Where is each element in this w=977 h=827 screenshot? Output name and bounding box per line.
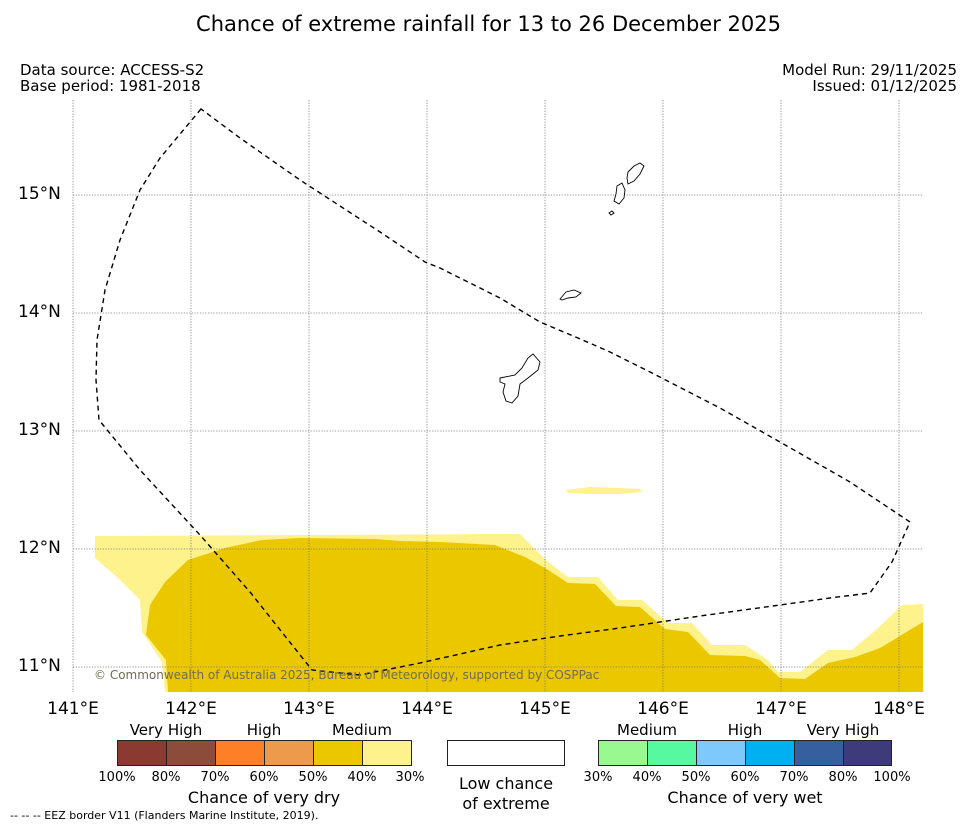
dry-tick-label: 70% bbox=[200, 770, 230, 785]
lon-label-146e: 146°E bbox=[637, 699, 689, 719]
data-source: Data source: ACCESS-S2 bbox=[20, 61, 205, 79]
dry-tick-label: 50% bbox=[298, 770, 328, 785]
dry-swatch-60-70 bbox=[215, 740, 265, 766]
dry-swatch-50-60 bbox=[264, 740, 314, 766]
wet-legend-title: Chance of very wet bbox=[667, 788, 823, 807]
dry-tick-label: 30% bbox=[395, 770, 425, 785]
dry-tick-label: 80% bbox=[151, 770, 181, 785]
wet-swatch-60-70 bbox=[745, 740, 795, 766]
saipan-island bbox=[626, 162, 645, 185]
issued-date: Issued: 01/12/2025 bbox=[812, 77, 957, 95]
wet-swatch-80-100 bbox=[843, 740, 892, 766]
aguijan-island bbox=[608, 210, 615, 216]
eez-border bbox=[95, 108, 911, 676]
eez-footnote: -- -- -- EEZ border V11 (Flanders Marine… bbox=[10, 809, 319, 822]
lon-label-145e: 145°E bbox=[519, 699, 571, 719]
rainfall-map bbox=[72, 100, 923, 692]
wet-category-medium: Medium bbox=[617, 721, 677, 739]
low-chance-label-line2: of extreme bbox=[462, 794, 550, 813]
lon-label-141e: 141°E bbox=[47, 699, 99, 719]
lat-label-13n: 13°N bbox=[18, 420, 61, 440]
wet-tick-label: 40% bbox=[632, 770, 662, 785]
dry-swatch-40-50 bbox=[313, 740, 363, 766]
wet-category-very-high: Very High bbox=[806, 721, 880, 739]
lon-label-142e: 142°E bbox=[165, 699, 217, 719]
base-period: Base period: 1981-2018 bbox=[20, 77, 201, 95]
wet-tick-label: 100% bbox=[873, 770, 911, 785]
dry-40-50-area bbox=[146, 538, 923, 692]
wet-swatch-50-60 bbox=[696, 740, 746, 766]
page-title: Chance of extreme rainfall for 13 to 26 … bbox=[196, 12, 781, 36]
lon-label-143e: 143°E bbox=[283, 699, 335, 719]
wet-swatch-30-40 bbox=[598, 740, 648, 766]
guam-island bbox=[499, 353, 541, 404]
wet-tick-label: 60% bbox=[730, 770, 760, 785]
dry-category-very-high: Very High bbox=[129, 721, 203, 739]
lat-label-11n: 11°N bbox=[18, 656, 61, 676]
wet-category-high: High bbox=[727, 721, 763, 739]
dry-tick-label: 100% bbox=[98, 770, 136, 785]
wet-swatch-40-50 bbox=[647, 740, 697, 766]
lat-label-12n: 12°N bbox=[18, 538, 61, 558]
dry-legend-title: Chance of very dry bbox=[187, 788, 341, 807]
dry-30-40-patch bbox=[566, 487, 642, 494]
wet-tick-label: 80% bbox=[828, 770, 858, 785]
dry-swatch-30-40 bbox=[362, 740, 412, 766]
dry-swatch-70-80 bbox=[166, 740, 216, 766]
dry-tick-label: 60% bbox=[249, 770, 279, 785]
wet-tick-label: 50% bbox=[681, 770, 711, 785]
rota-island bbox=[559, 289, 582, 301]
wet-swatch-70-80 bbox=[794, 740, 844, 766]
dry-category-medium: Medium bbox=[332, 721, 392, 739]
dry-swatch-80-100 bbox=[117, 740, 167, 766]
dry-tick-label: 40% bbox=[347, 770, 377, 785]
low-chance-label-line1: Low chance bbox=[458, 774, 554, 793]
wet-tick-label: 70% bbox=[779, 770, 809, 785]
model-run: Model Run: 29/11/2025 bbox=[782, 61, 957, 79]
island-coastlines bbox=[499, 162, 645, 404]
dry-category-high: High bbox=[246, 721, 282, 739]
lon-label-148e: 148°E bbox=[873, 699, 925, 719]
wet-tick-label: 30% bbox=[583, 770, 613, 785]
lon-label-147e: 147°E bbox=[755, 699, 807, 719]
lon-label-144e: 144°E bbox=[401, 699, 453, 719]
low-chance-swatch bbox=[447, 740, 565, 766]
copyright-notice: © Commonwealth of Australia 2025, Bureau… bbox=[94, 668, 600, 682]
lat-label-15n: 15°N bbox=[18, 184, 61, 204]
tinian-island bbox=[613, 182, 626, 205]
map-gridlines bbox=[72, 100, 923, 692]
lat-label-14n: 14°N bbox=[18, 302, 61, 322]
